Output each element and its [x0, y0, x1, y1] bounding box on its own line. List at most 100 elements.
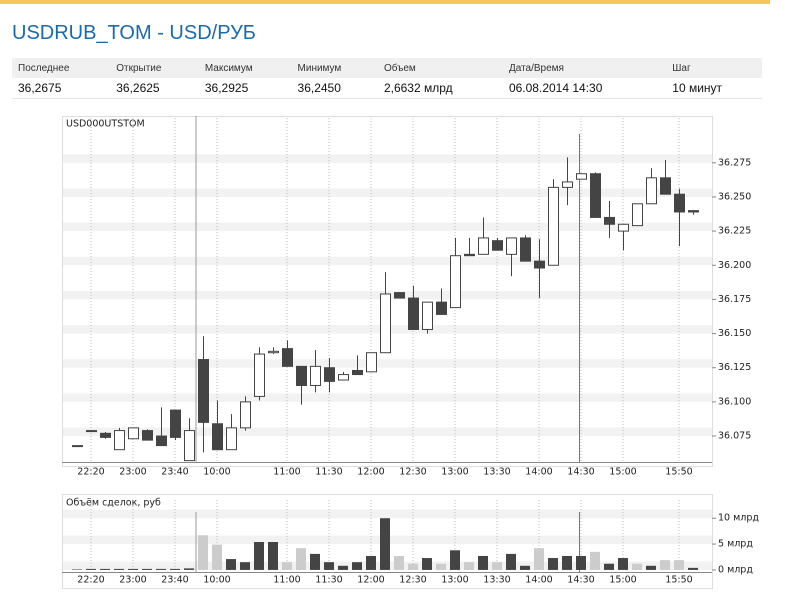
chart-frame: [62, 116, 713, 467]
candle-body: [604, 216, 615, 225]
candle-body: [660, 177, 671, 195]
volume-bar: [436, 563, 446, 570]
candle-body: [212, 423, 223, 451]
volume-bar: [366, 555, 376, 570]
x-tick-label: 11:00: [273, 575, 300, 586]
candle-body: [506, 237, 517, 255]
column-header: Последнее: [12, 58, 111, 78]
chart-title: Объём сделок, руб: [66, 498, 161, 509]
x-tick-label: 12:30: [399, 467, 426, 478]
volume-bar: [394, 555, 404, 570]
x-tick-label: 13:30: [483, 467, 510, 478]
volume-bar: [156, 568, 166, 570]
value-row: 36,2675 36,2625 36,2925 36,2450 2,6632 м…: [12, 78, 762, 99]
volume-bar: [100, 568, 110, 570]
candle-body: [436, 301, 447, 315]
x-tick-label: 15:50: [665, 467, 692, 478]
x-tick-label: 15:00: [609, 467, 636, 478]
volume-bar: [408, 563, 418, 570]
chart-title: USD000UTSTOM: [66, 119, 145, 130]
candle-body: [688, 210, 699, 213]
x-tick-label: 10:00: [203, 467, 230, 478]
x-tick-label: 23:00: [119, 467, 146, 478]
cell: 2,6632 млрд: [377, 78, 503, 99]
candle-body: [156, 435, 167, 447]
volume-bar: [142, 568, 152, 570]
candle-body: [184, 430, 195, 462]
volume-bar: [674, 560, 684, 570]
column-header: Максимум: [198, 58, 292, 78]
candle-body: [590, 173, 601, 218]
candle-body: [478, 237, 489, 255]
grid-band: [63, 359, 712, 368]
volume-bar: [646, 565, 656, 570]
candle-body: [226, 427, 237, 451]
grid-band: [63, 393, 712, 402]
volume-bar: [688, 567, 698, 570]
candle-body: [520, 237, 531, 262]
x-tick-label: 12:00: [357, 467, 384, 478]
column-header: Минимум: [291, 58, 378, 78]
column-header: Объем: [377, 58, 503, 78]
candle-body: [408, 297, 419, 330]
candle-body: [142, 430, 153, 441]
candle-body: [324, 367, 335, 382]
grid-band: [63, 188, 712, 197]
marks: USD000UTSTOM 36.075 36.100 36.125 36.150 36.1…: [62, 119, 759, 586]
x-tick-label: 15:00: [609, 575, 636, 586]
candle-body: [394, 292, 405, 299]
x-tick-label: 10:00: [203, 575, 230, 586]
grid-band: [63, 222, 712, 232]
volume-bar: [604, 563, 614, 570]
y-tick-label: 36.200: [718, 260, 751, 271]
volume-bar: [268, 542, 278, 570]
volume-bar: [184, 568, 194, 570]
x-tick-label: 14:30: [567, 467, 594, 478]
volume-bar: [352, 562, 362, 570]
x-tick-label: 12:30: [399, 575, 426, 586]
cell: 36,2450: [291, 78, 378, 99]
candle-body: [618, 223, 629, 232]
x-tick-label: 23:40: [161, 575, 188, 586]
volume-bar: [296, 548, 306, 570]
x-tick-label: 12:00: [357, 575, 384, 586]
candle-body: [282, 348, 293, 367]
candle-body: [562, 181, 573, 188]
candle-body: [674, 193, 685, 213]
cell: 36,2675: [12, 78, 111, 99]
candle-body: [114, 430, 125, 451]
volume-bar: [72, 569, 82, 570]
cell: 06.08.2014 14:30: [502, 78, 667, 99]
grid-band: [63, 154, 712, 163]
chart-frame: [62, 494, 713, 589]
y-tick-label: 0 млрд: [718, 564, 753, 575]
volume-bar: [240, 562, 250, 570]
x-tick-label: 13:00: [441, 575, 468, 586]
column-header: Открытие: [110, 58, 199, 78]
volume-bar: [338, 565, 348, 570]
volume-bar: [380, 518, 390, 570]
y-tick-label: 36.125: [718, 362, 751, 373]
y-tick-label: 36.275: [718, 157, 751, 168]
volume-bar: [562, 555, 572, 570]
candle-body: [254, 353, 265, 397]
volume-bar: [310, 553, 320, 570]
candle-body: [72, 445, 83, 448]
x-tick-label: 22:20: [77, 575, 104, 586]
candle-body: [338, 374, 349, 381]
candle-body: [422, 301, 433, 330]
candle-body: [548, 186, 559, 266]
volume-bar: [198, 535, 208, 570]
volume-bar: [590, 551, 600, 570]
candle-body: [492, 240, 503, 251]
candle-body: [380, 293, 391, 354]
column-header: Шаг: [666, 58, 762, 78]
x-tick-label: 11:30: [315, 467, 342, 478]
grid-band: [63, 256, 712, 266]
y-tick-label: 36.150: [718, 328, 751, 339]
volume-bar: [632, 563, 642, 570]
y-tick-label: 36.175: [718, 294, 751, 305]
volume-bar: [464, 562, 474, 570]
candle-body: [100, 432, 111, 438]
